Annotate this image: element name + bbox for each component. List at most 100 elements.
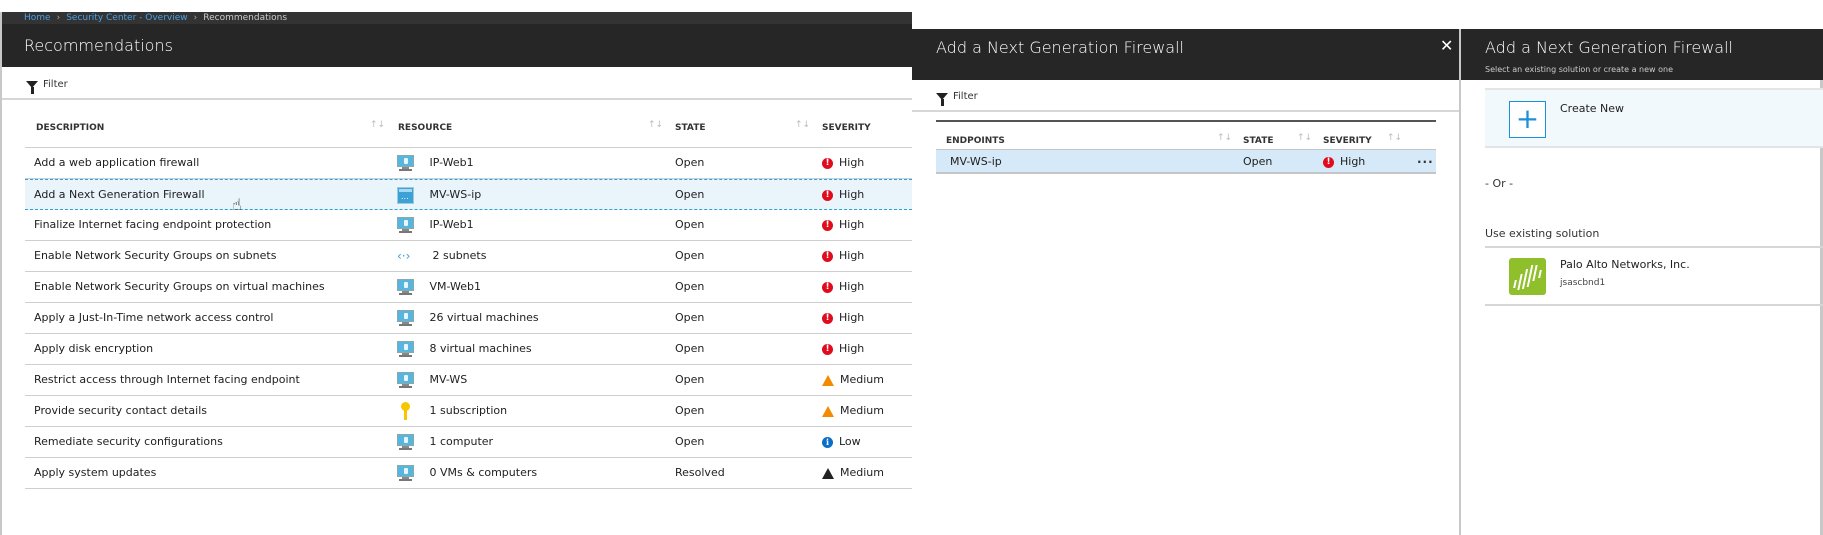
resource-name: 8 virtual machines — [429, 342, 532, 355]
sort-icon[interactable]: ↑↓ — [648, 120, 664, 130]
table-row[interactable]: Restrict access through Internet facing … — [25, 365, 912, 396]
more-options-button[interactable]: ... — [1417, 152, 1434, 166]
row-resource: MV-WS-ip — [397, 180, 481, 210]
row-description: Enable Network Security Groups on subnet… — [34, 249, 277, 262]
sort-icon[interactable]: ↑↓ — [1387, 133, 1403, 143]
resource-name: 1 computer — [429, 435, 494, 448]
row-state: Resolved — [675, 466, 725, 479]
section-label: Use existing solution — [1485, 227, 1600, 240]
table-row[interactable]: Remediate security configurations 1 comp… — [25, 427, 912, 458]
high-severity-icon: ! — [822, 157, 833, 169]
table-row[interactable]: Add a web application firewall IP-Web1 Op… — [25, 148, 912, 179]
row-resource: VM-Web1 — [397, 272, 481, 302]
blade-title: Add a Next Generation Firewall — [1485, 38, 1733, 57]
column-header-resource[interactable]: RESOURCE — [398, 123, 453, 133]
row-severity: ! High — [822, 334, 864, 364]
solution-name: Palo Alto Networks, Inc. — [1560, 258, 1690, 271]
high-severity-icon: ! — [822, 219, 833, 231]
row-description: Enable Network Security Groups on virtua… — [34, 280, 325, 293]
column-header-severity[interactable]: SEVERITY — [1323, 136, 1372, 146]
row-severity: ! High — [822, 148, 864, 178]
resource-name: 1 subscription — [429, 404, 508, 417]
sort-icon[interactable]: ↑↓ — [795, 120, 811, 130]
row-severity: Medium — [822, 396, 884, 426]
severity-label: High — [839, 342, 865, 355]
chevron-right-icon: › — [193, 13, 198, 23]
public-ip-icon — [397, 186, 414, 204]
sort-icon[interactable]: ↑↓ — [1217, 133, 1233, 143]
blade-header: Recommendations — [2, 24, 912, 67]
filter-button[interactable]: Filter — [26, 79, 68, 94]
table-row[interactable]: Provide security contact details 1 subsc… — [25, 396, 912, 427]
firewall-endpoints-blade: Add a Next Generation Firewall ✕ Filter … — [912, 29, 1461, 535]
row-resource: ‹·› 2 subnets — [397, 241, 486, 271]
severity-label: High — [839, 188, 865, 201]
table-row[interactable]: Apply disk encryption 8 virtual machines… — [25, 334, 912, 365]
endpoint-name: MV-WS-ip — [950, 155, 1002, 168]
solution-item-palo-alto[interactable]: Palo Alto Networks, Inc. jsascbnd1 — [1485, 248, 1823, 306]
recommendations-blade: Home › Security Center - Overview › Recommen… — [0, 12, 912, 535]
row-severity: ! High — [822, 210, 864, 240]
vm-icon — [397, 340, 414, 358]
row-state: Open — [675, 435, 705, 448]
row-state: Open — [675, 156, 705, 169]
endpoint-severity: ! High — [1323, 150, 1365, 174]
key-icon — [397, 401, 414, 421]
severity-label: High — [839, 249, 865, 262]
header-divider — [25, 147, 912, 148]
sort-icon[interactable]: ↑↓ — [1297, 133, 1313, 143]
filter-icon — [936, 93, 948, 106]
severity-label: High — [1340, 155, 1366, 168]
vm-icon — [397, 309, 414, 327]
hand-cursor-icon: ☝ — [232, 195, 242, 214]
column-header-description[interactable]: DESCRIPTION — [36, 123, 105, 133]
severity-label: Medium — [840, 373, 884, 386]
chevron-right-icon: › — [56, 13, 61, 23]
table-row[interactable]: Finalize Internet facing endpoint protec… — [25, 210, 912, 241]
row-state: Open — [675, 342, 705, 355]
resource-name: MV-WS-ip — [429, 188, 482, 201]
row-resource: 1 computer — [397, 427, 493, 457]
solution-id: jsascbnd1 — [1560, 278, 1606, 288]
breadcrumb: Home › Security Center - Overview › Recommen… — [2, 12, 912, 24]
create-new-label: Create New — [1560, 102, 1625, 115]
breadcrumb-home[interactable]: Home — [24, 13, 51, 23]
row-resource: IP-Web1 — [397, 210, 474, 240]
vm-icon — [397, 464, 414, 482]
breadcrumb-security-center[interactable]: Security Center - Overview — [66, 13, 188, 23]
endpoint-row[interactable]: MV-WS-ip Open ! High ... — [936, 149, 1436, 174]
resource-name: 26 virtual machines — [429, 311, 539, 324]
row-resource: 0 VMs & computers — [397, 458, 537, 488]
high-severity-icon: ! — [822, 189, 833, 201]
vm-icon — [397, 278, 414, 296]
high-severity-icon: ! — [822, 343, 833, 355]
row-state: Open — [675, 311, 705, 324]
column-header-endpoints[interactable]: ENDPOINTS — [946, 136, 1005, 146]
close-icon[interactable]: ✕ — [1440, 36, 1454, 55]
table-row[interactable]: Apply system updates 0 VMs & computers Re… — [25, 458, 912, 489]
column-header-severity[interactable]: SEVERITY — [822, 123, 871, 133]
create-new-button[interactable]: + Create New — [1485, 88, 1823, 148]
filter-button[interactable]: Filter — [936, 91, 978, 106]
severity-label: High — [839, 280, 865, 293]
blade-subtitle: Select an existing solution or create a … — [1485, 65, 1673, 74]
resource-name: IP-Web1 — [429, 218, 474, 231]
divider — [912, 110, 1459, 112]
filter-label: Filter — [953, 91, 978, 102]
sort-icon[interactable]: ↑↓ — [370, 120, 386, 130]
subnet-icon: ‹·› — [397, 249, 411, 263]
table-row[interactable]: Enable Network Security Groups on virtua… — [25, 272, 912, 303]
plus-icon: + — [1509, 101, 1546, 138]
table-row[interactable]: Enable Network Security Groups on subnet… — [25, 241, 912, 272]
filter-icon — [26, 81, 38, 94]
table-row[interactable]: Add a Next Generation Firewall MV-WS-ip O… — [25, 179, 912, 210]
severity-label: Medium — [840, 404, 884, 417]
vm-icon — [397, 371, 414, 389]
table-row[interactable]: Apply a Just-In-Time network access cont… — [25, 303, 912, 334]
vm-icon — [397, 154, 414, 172]
high-severity-icon: ! — [822, 250, 833, 262]
column-header-state[interactable]: STATE — [1243, 136, 1274, 146]
row-description: Finalize Internet facing endpoint protec… — [34, 218, 272, 231]
column-header-state[interactable]: STATE — [675, 123, 706, 133]
warning-icon — [822, 467, 834, 479]
